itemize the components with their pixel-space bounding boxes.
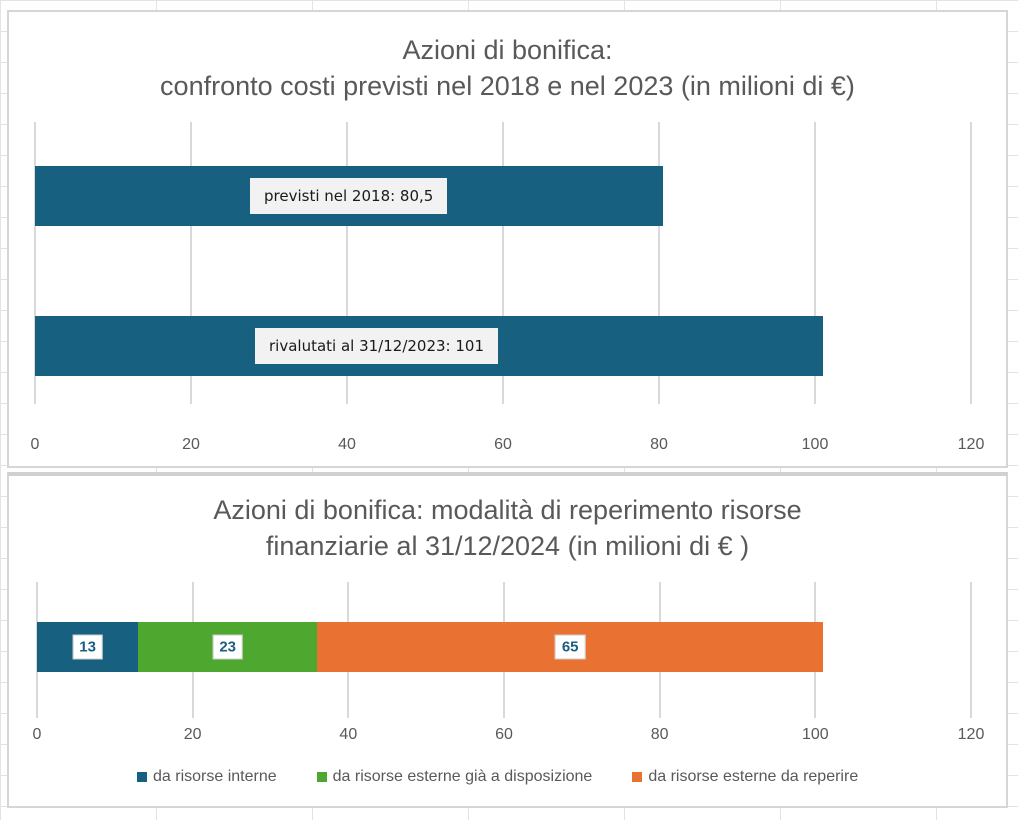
chart-funding-sources[interactable]: Azioni di bonifica: modalità di reperime… (7, 472, 1008, 808)
x-tick-label: 40 (339, 726, 358, 743)
x-tick-label: 40 (338, 436, 356, 453)
gridline (814, 122, 816, 404)
chart2-plot-area: 13 23 65 (36, 582, 972, 718)
gridline (190, 122, 192, 404)
gridline (970, 582, 972, 718)
data-label: 23 (212, 634, 244, 660)
x-tick-label: 120 (957, 436, 985, 453)
chart1-title-line2: confronto costi previsti nel 2018 e nel … (160, 71, 855, 101)
legend-label: da risorse esterne da reperire (648, 768, 859, 785)
x-tick-label: 20 (183, 726, 202, 743)
data-label: 13 (72, 634, 103, 660)
gridline (34, 122, 36, 404)
x-tick-label: 80 (650, 726, 669, 743)
x-tick-label: 0 (32, 726, 42, 743)
x-tick-label: 100 (801, 436, 829, 453)
x-tick-label: 20 (182, 436, 200, 453)
x-tick-label: 80 (650, 436, 668, 453)
gridline (346, 122, 348, 404)
legend-label: da risorse esterne già a disposizione (332, 768, 593, 785)
x-tick-label: 0 (30, 436, 40, 453)
data-label: 65 (554, 634, 586, 660)
legend-swatch-icon (137, 772, 147, 782)
x-tick-label: 120 (957, 726, 985, 743)
data-label: rivalutati al 31/12/2023: 101 (255, 328, 499, 364)
legend-item[interactable]: da risorse interne (137, 768, 277, 786)
chart1-plot-area: previsti nel 2018: 80,5 rivalutati al 31/… (34, 122, 972, 404)
chart2-title-line2: finanziarie al 31/12/2024 (in milioni di… (265, 531, 750, 561)
legend-swatch-icon (632, 772, 643, 782)
gridline (970, 122, 972, 404)
chart1-title-line1: Azioni di bonifica: (402, 35, 613, 65)
legend-item[interactable]: da risorse esterne da reperire (632, 768, 858, 786)
legend-item[interactable]: da risorse esterne già a disposizione (316, 768, 593, 786)
x-tick-label: 100 (801, 726, 829, 743)
stacked-bar[interactable]: 13 23 65 (37, 622, 971, 672)
gridline (658, 122, 660, 404)
legend-swatch-icon (316, 772, 327, 782)
chart2-legend: da risorse interne da risorse esterne già… (137, 768, 858, 786)
data-label: previsti nel 2018: 80,5 (250, 178, 448, 214)
legend-label: da risorse interne (153, 768, 277, 785)
x-tick-label: 60 (494, 436, 512, 453)
chart2-title-line1: Azioni di bonifica: modalità di reperime… (213, 495, 802, 525)
chart-costs-comparison[interactable]: Azioni di bonifica: confronto costi prev… (7, 10, 1008, 468)
gridline (502, 122, 504, 404)
x-tick-label: 60 (495, 726, 513, 743)
